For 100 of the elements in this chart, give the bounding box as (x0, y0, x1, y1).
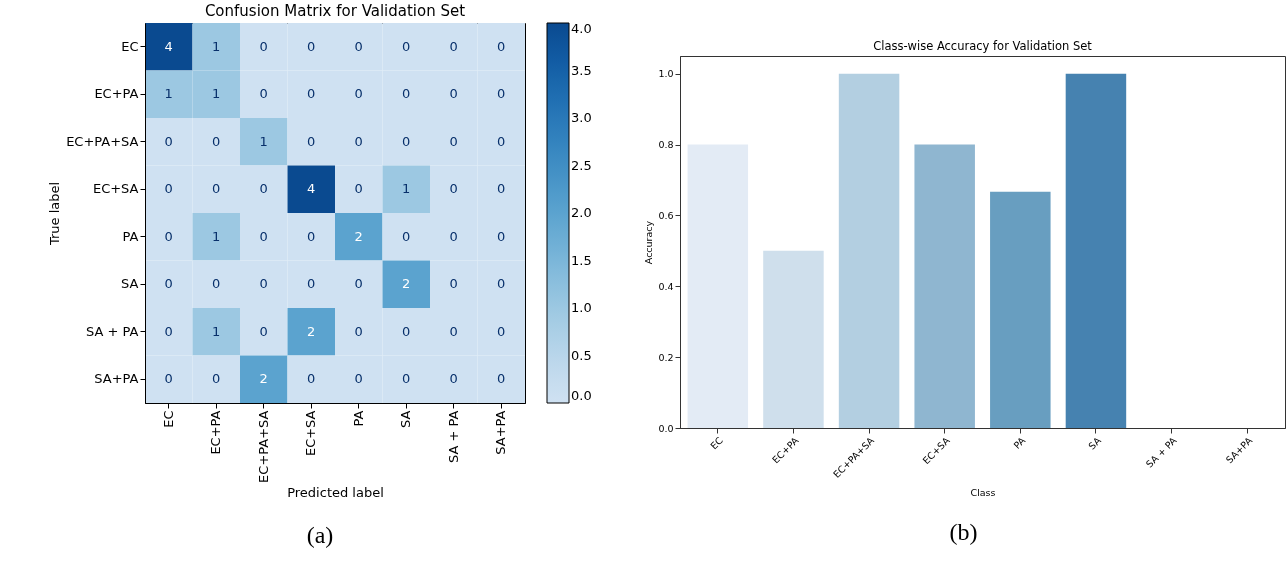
x-axis-title: Class (970, 486, 996, 498)
data-label: 0 (307, 276, 316, 292)
data-label: 1 (164, 86, 173, 102)
x-tick-label: SA + PA (1143, 434, 1179, 470)
bar (687, 144, 748, 428)
color-bar-label: 3.5 (571, 62, 592, 78)
data-label: 2 (307, 323, 316, 339)
x-tick-label: SA + PA (445, 410, 461, 463)
data-label: 0 (497, 371, 506, 387)
x-tick-label: SA+PA (493, 410, 509, 455)
data-label: 0 (402, 323, 411, 339)
data-label: 0 (449, 323, 458, 339)
data-label: 0 (449, 228, 458, 244)
data-label: 1 (212, 323, 221, 339)
y-tick-label: EC+SA (92, 181, 139, 197)
bar (989, 191, 1051, 428)
data-label: 0 (259, 228, 268, 244)
chart-title: Confusion Matrix for Validation Set (204, 2, 466, 20)
data-label: 0 (259, 276, 268, 292)
text: (b) (949, 519, 978, 546)
y-axis-title: Accuracy (642, 220, 654, 265)
y-tick-label: PA (122, 228, 139, 244)
data-label: 0 (212, 371, 221, 387)
data-label: 0 (402, 133, 411, 149)
data-label: 0 (164, 228, 173, 244)
data-label: 1 (259, 133, 268, 149)
data-label: 0 (212, 276, 221, 292)
color-bar-label: 2.0 (571, 205, 592, 220)
x-tick-label: SA (1085, 434, 1103, 452)
data-label: 0 (354, 371, 363, 387)
y-tick-label: 0.0 (657, 422, 673, 434)
data-label: 0 (402, 228, 411, 244)
data-label: 4 (164, 38, 173, 54)
data-label: 0 (354, 323, 363, 339)
y-tick-label: 0.8 (657, 139, 673, 151)
data-label: 0 (307, 371, 316, 387)
data-label: 0 (449, 86, 458, 102)
color-bar-label: 2.5 (571, 157, 592, 173)
y-tick-label: 0.4 (657, 280, 673, 292)
data-label: 0 (497, 228, 506, 244)
data-label: 0 (402, 38, 411, 54)
data-label: 0 (354, 38, 363, 54)
chart-title: Class-wise Accuracy for Validation Set (872, 38, 1092, 53)
x-tick-label: PA (350, 410, 366, 427)
y-tick-label: EC+PA (94, 86, 139, 102)
y-tick-label: 0.6 (657, 209, 673, 221)
color-bar-label: 1.0 (571, 300, 592, 315)
color-bar-label: 3.0 (571, 110, 592, 125)
data-label: 2 (259, 371, 268, 387)
data-label: 0 (259, 323, 268, 339)
y-tick-label: 0.2 (657, 351, 673, 363)
data-label: 2 (402, 276, 411, 292)
y-tick-label: SA+PA (94, 371, 139, 387)
data-label: 0 (497, 133, 506, 149)
data-label: 0 (212, 181, 221, 197)
bar (913, 144, 975, 428)
text: (a) (306, 522, 334, 549)
y-tick-label: EC+PA+SA (66, 133, 139, 149)
x-tick-label: PA (1010, 434, 1028, 451)
data-label: 0 (354, 133, 363, 149)
data-label: 0 (449, 276, 458, 292)
data-label: 0 (212, 133, 221, 149)
data-label: 0 (497, 181, 506, 197)
data-label: 0 (449, 133, 458, 149)
data-label: 0 (449, 371, 458, 387)
data-label: 0 (307, 133, 316, 149)
data-label: 0 (497, 276, 506, 292)
color-bar-label: 4.0 (571, 21, 592, 36)
data-label: 0 (354, 86, 363, 102)
x-tick-label: EC+PA+SA (255, 410, 271, 483)
bar (838, 73, 899, 428)
bar (762, 250, 824, 428)
bar (1065, 73, 1126, 428)
data-label: 0 (164, 181, 173, 197)
y-axis-title: True label (47, 181, 63, 247)
data-label: 0 (164, 133, 173, 149)
data-label: 0 (307, 86, 316, 102)
data-label: 0 (259, 181, 268, 197)
x-axis-title: Predicted label (287, 484, 384, 500)
x-tick-label: EC (160, 410, 176, 428)
data-label: 4 (307, 181, 316, 197)
color-bar-label: 1.5 (571, 252, 592, 268)
data-label: 0 (354, 181, 363, 197)
color-bar-label: 0.5 (571, 347, 592, 363)
data-label: 0 (497, 86, 506, 102)
data-label: 0 (497, 38, 506, 54)
y-tick-label: SA + PA (86, 323, 139, 339)
data-label: 1 (212, 86, 221, 102)
data-label: 2 (354, 228, 363, 244)
x-tick-label: EC+PA (208, 410, 224, 455)
y-tick-label: EC (121, 38, 139, 54)
data-label: 0 (354, 276, 363, 292)
data-label: 0 (402, 371, 411, 387)
data-label: 0 (402, 86, 411, 102)
data-label: 1 (402, 181, 411, 197)
data-label: 0 (307, 38, 316, 54)
data-label: 0 (259, 86, 268, 102)
data-label: 0 (164, 323, 173, 339)
color-bar-label: 0.0 (571, 388, 592, 403)
x-tick-label: SA (398, 410, 414, 428)
